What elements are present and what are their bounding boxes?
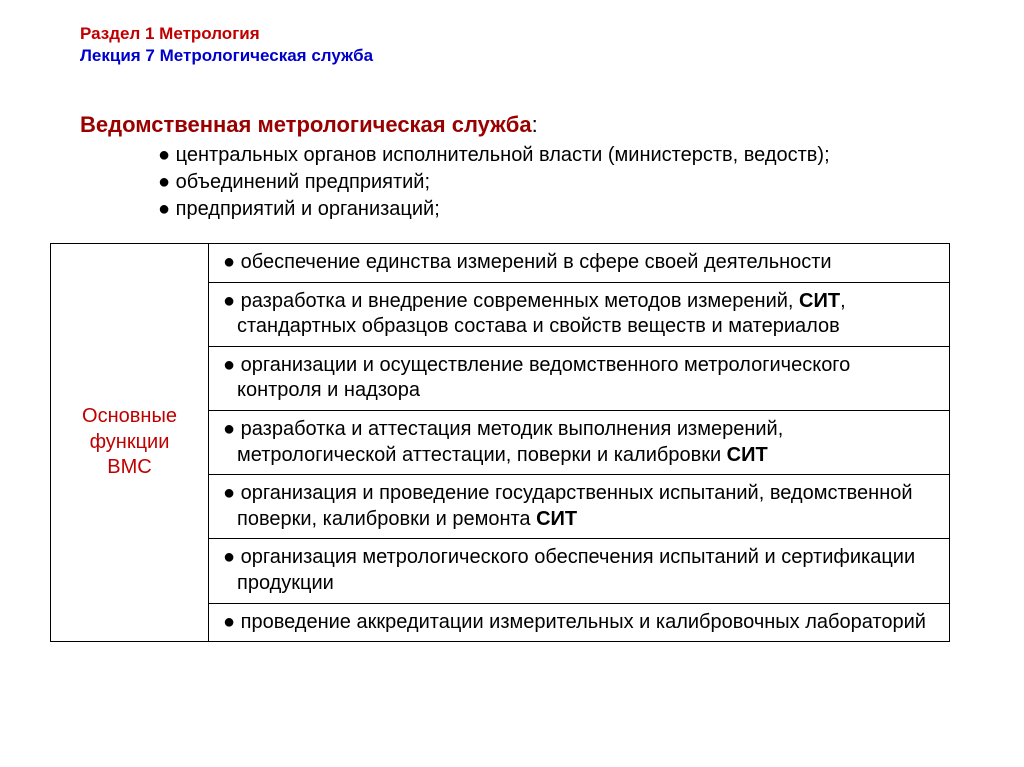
row-text-bold: СИТ [799,290,840,312]
list-item: центральных органов исполнительной власт… [158,142,964,169]
row-text-pre: обеспечение единства измерений в сфере с… [241,251,832,273]
row-text-pre: разработка и внедрение современных метод… [241,290,799,312]
row-text-bold: СИТ [536,508,577,530]
list-item: предприятий и организаций; [158,196,964,223]
table-row: проведение аккредитации измерительных и … [209,603,950,642]
functions-table: Основные функции ВМС обеспечение единств… [50,243,950,642]
heading-colon: : [532,112,538,137]
side-label-line: ВМС [107,456,151,478]
main-heading: Ведомственная метрологическая служба: [80,112,964,138]
intro-bullet-list: центральных органов исполнительной власт… [158,142,964,223]
table-row: организация метрологического обеспечения… [209,539,950,603]
row-text-pre: организация метрологического обеспечения… [237,546,915,594]
side-label-line: функции [90,431,170,453]
table-row: разработка и аттестация методик выполнен… [209,410,950,474]
slide-page: Раздел 1 Метрология Лекция 7 Метрологиче… [0,0,1024,666]
table-row: организации и осуществление ведомственно… [209,346,950,410]
row-text-pre: организации и осуществление ведомственно… [237,354,850,402]
row-text-pre: разработка и аттестация методик выполнен… [237,418,783,466]
table-row: организация и проведение государственных… [209,475,950,539]
row-text-pre: проведение аккредитации измерительных и … [241,611,926,633]
table-row: разработка и внедрение современных метод… [209,282,950,346]
row-text-bold: СИТ [727,444,768,466]
list-item: объединений предприятий; [158,169,964,196]
section-title: Раздел 1 Метрология [80,24,964,44]
table-side-label: Основные функции ВМС [51,244,209,642]
side-label-line: Основные [82,405,177,427]
heading-text: Ведомственная метрологическая служба [80,112,532,137]
lecture-title: Лекция 7 Метрологическая служба [80,46,964,66]
table-row: обеспечение единства измерений в сфере с… [209,244,950,283]
